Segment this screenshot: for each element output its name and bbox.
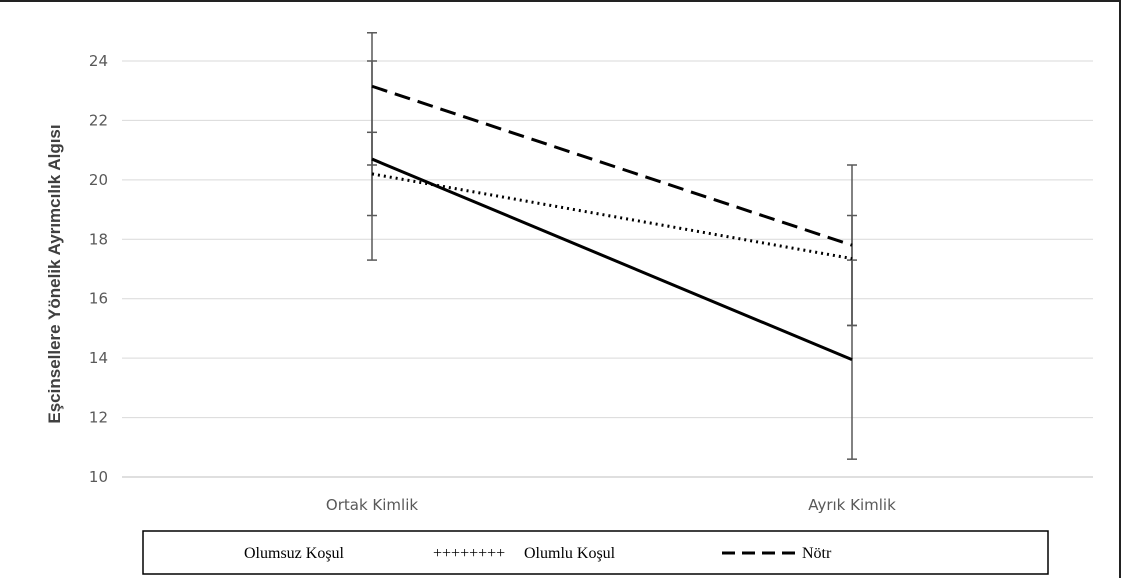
y-tick-label: 20	[89, 171, 108, 189]
y-tick-label: 22	[89, 111, 108, 129]
y-tick-label: 16	[89, 290, 108, 308]
y-tick-label: 10	[89, 468, 108, 486]
y-tick-label: 24	[89, 52, 108, 70]
x-tick-label: Ortak Kimlik	[326, 496, 418, 514]
legend: Olumsuz Koşul ++++++++ Olumlu Koşul Nötr	[143, 531, 1048, 574]
series-line	[372, 174, 852, 259]
y-tick-labels: 10 12 14 16 18 20 22 24	[89, 52, 108, 486]
series-line	[372, 86, 852, 245]
y-tick-label: 14	[89, 349, 108, 367]
y-tick-label: 18	[89, 230, 108, 248]
legend-marker-olumlu: ++++++++	[433, 545, 505, 562]
error-bars	[367, 33, 857, 459]
x-tick-label: Ayrık Kimlik	[808, 496, 896, 514]
legend-label-notr: Nötr	[802, 545, 832, 562]
y-axis-label: Eşcinsellere Yönelik Ayrımcılık Algısı	[45, 124, 64, 423]
series-lines	[372, 86, 852, 359]
legend-label-olumsuz: Olumsuz Koşul	[244, 545, 345, 562]
y-tick-label: 12	[89, 409, 108, 427]
legend-label-olumlu: Olumlu Koşul	[524, 545, 616, 562]
x-tick-labels: Ortak Kimlik Ayrık Kimlik	[326, 496, 896, 514]
series-line	[372, 159, 852, 360]
grid-lines	[122, 61, 1093, 477]
